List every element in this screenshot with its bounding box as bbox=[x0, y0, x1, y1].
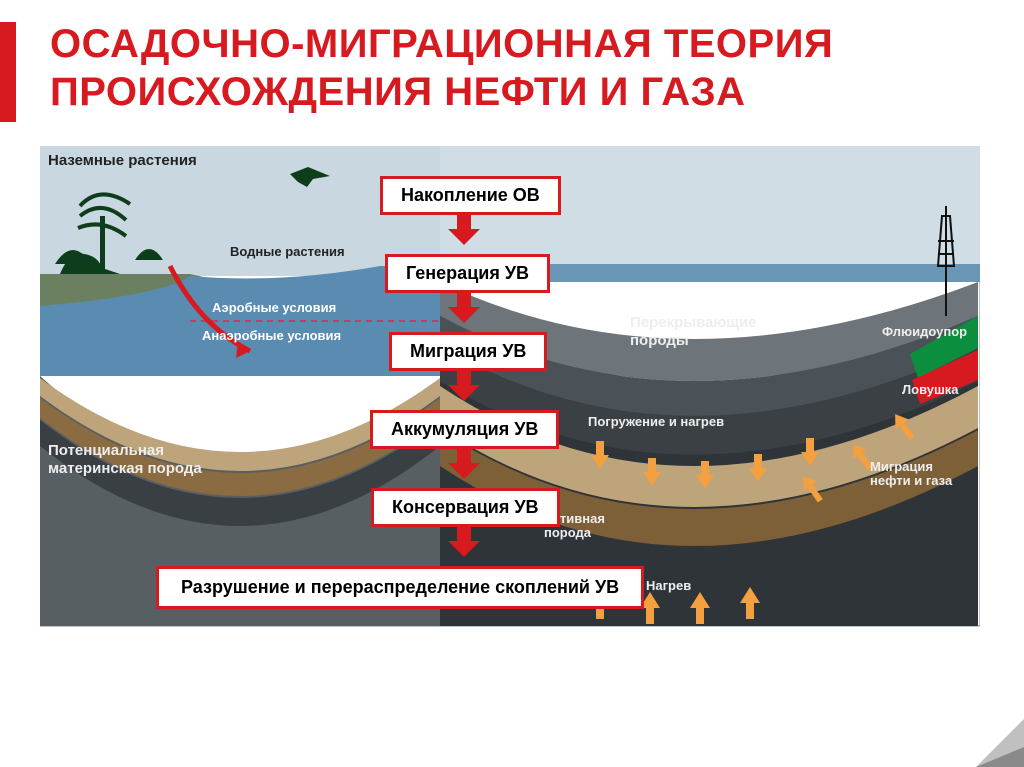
label-trap: Ловушка bbox=[902, 382, 959, 397]
label-heat: Нагрев bbox=[646, 578, 691, 593]
label-migration: Миграция нефти и газа bbox=[870, 460, 952, 489]
diagram: Наземные растения Водные растения Аэробн… bbox=[40, 146, 980, 706]
stage-box-5: Консервация УВ bbox=[371, 488, 560, 527]
accent-bar bbox=[0, 22, 16, 122]
title-line-2: ПРОИСХОЖДЕНИЯ НЕФТИ И ГАЗА bbox=[50, 70, 746, 114]
stage-box-6: Разрушение и перераспределение скоплений… bbox=[156, 566, 644, 609]
slide-title: ОСАДОЧНО-МИГРАЦИОННАЯ ТЕОРИЯ ПРОИСХОЖДЕН… bbox=[50, 20, 984, 116]
label-overburden: Перекрывающие породы bbox=[630, 314, 757, 350]
label-mother-rock: Потенциальная материнская порода bbox=[48, 442, 202, 478]
label-fluid-seal: Флюидоупор bbox=[882, 324, 967, 339]
stage-box-1: Накопление ОВ bbox=[380, 176, 561, 215]
label-water-plants: Водные растения bbox=[230, 244, 345, 259]
label-anaerobic: Анаэробные условия bbox=[202, 328, 341, 343]
label-aerobic: Аэробные условия bbox=[212, 300, 336, 315]
stage-box-2: Генерация УВ bbox=[385, 254, 550, 293]
label-burial: Погружение и нагрев bbox=[588, 414, 724, 429]
title-line-1: ОСАДОЧНО-МИГРАЦИОННАЯ ТЕОРИЯ bbox=[50, 22, 833, 66]
stage-box-4: Аккумуляция УВ bbox=[370, 410, 559, 449]
stage-box-3: Миграция УВ bbox=[389, 332, 547, 371]
label-land-plants: Наземные растения bbox=[48, 152, 197, 169]
page-corner bbox=[976, 719, 1024, 767]
